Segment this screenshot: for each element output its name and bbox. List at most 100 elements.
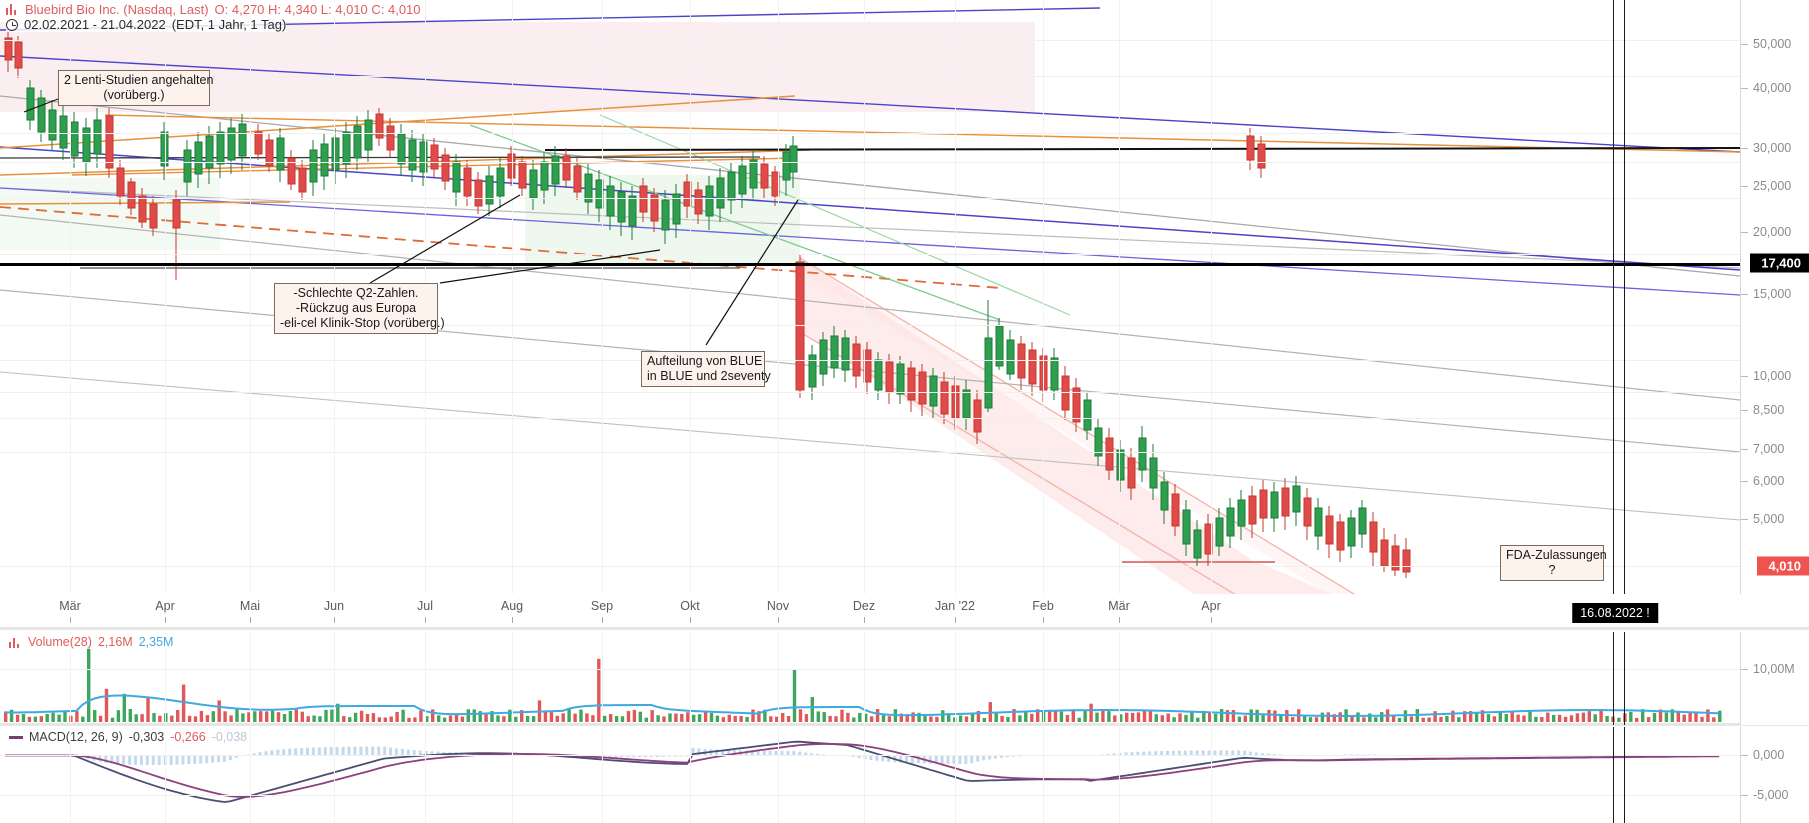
- candlestick-series-left: [4, 30, 1266, 280]
- vertical-gridline: [70, 632, 71, 725]
- annotation-line: (vorüberg.): [103, 88, 165, 102]
- trendline-blue-2: [0, 55, 1740, 153]
- vertical-gridline: [602, 0, 603, 594]
- gap-down-candle: [795, 255, 805, 398]
- gridline: [0, 254, 1740, 255]
- gridline: [0, 133, 1740, 134]
- axis-tick: 6,000: [1741, 474, 1809, 488]
- range-legend[interactable]: 02.02.2021 - 21.04.2022 (EDT, 1 Jahr, 1 …: [6, 17, 287, 32]
- time-axis[interactable]: Mär Apr Mai Jun Jul Aug Sep Okt Nov Dez …: [0, 597, 1740, 629]
- date-marker-badge[interactable]: 16.08.2022 !: [1572, 603, 1658, 623]
- macd-axis[interactable]: 0,000 -5,000: [1740, 727, 1809, 823]
- x-axis-tick: [165, 617, 166, 623]
- trendline-green-2: [599, 114, 1071, 316]
- last-close-tag[interactable]: 4,010: [1757, 556, 1809, 576]
- x-axis-label: Jul: [417, 599, 433, 613]
- volume-pane[interactable]: Volume(28) 2,16M 2,35M 10,00M: [0, 632, 1809, 725]
- vertical-gridline: [425, 632, 426, 725]
- clock-icon: [6, 18, 18, 31]
- volume-value: 2,16M: [97, 635, 133, 649]
- annotation-q2-zahlen[interactable]: -Schlechte Q2-Zahlen. -Rückzug aus Europ…: [274, 283, 445, 334]
- vertical-gridline: [1043, 632, 1044, 725]
- trendline-gray-1: [0, 95, 1740, 277]
- symbol-name[interactable]: Bluebird Bio Inc. (Nasdaq, Last): [25, 2, 209, 17]
- date-range: 02.02.2021 - 21.04.2022: [24, 17, 166, 32]
- vertical-gridline: [512, 0, 513, 594]
- annotation-lenti-studien[interactable]: 2 Lenti-Studien angehalten (vorüberg.): [58, 70, 213, 106]
- vertical-gridline: [334, 727, 335, 823]
- vertical-marker-line-2: [1624, 727, 1625, 823]
- ohlc-values: O: 4,270 H: 4,340 L: 4,010 C: 4,010: [214, 2, 421, 17]
- x-axis-label: Mär: [59, 599, 81, 613]
- annotation-line: Aufteilung von BLUE: [647, 354, 763, 368]
- gridline: [0, 162, 1740, 163]
- macd-indicator-name[interactable]: MACD(12, 26, 9): [29, 730, 123, 744]
- x-axis-label: Apr: [1201, 599, 1221, 613]
- vertical-gridline: [864, 632, 865, 725]
- axis-tick: -5,000: [1741, 788, 1809, 802]
- x-axis-label: Okt: [680, 599, 700, 613]
- price-axis[interactable]: 50,000 40,000 30,000 25,000 20,000 15,00…: [1740, 0, 1809, 594]
- candle-bars-icon: [6, 4, 19, 15]
- gridline: [0, 40, 1740, 41]
- annotation-line: ?: [1548, 563, 1556, 577]
- vertical-gridline: [1119, 632, 1120, 725]
- x-axis-tick: [955, 617, 956, 623]
- vertical-marker-line-1: [1613, 727, 1614, 823]
- annotation-fda-zulassungen[interactable]: FDA-Zulassungen ?: [1500, 545, 1607, 581]
- x-axis-label: Feb: [1032, 599, 1054, 613]
- macd-pane[interactable]: MACD(12, 26, 9) -0,303 -0,266 -0,038 0,0…: [0, 727, 1809, 823]
- resistance-line-30000: [544, 147, 1740, 151]
- support-line-mid: [0, 156, 761, 159]
- vertical-marker-line-1: [1613, 0, 1614, 594]
- vertical-gridline: [70, 0, 71, 594]
- volume-bars-icon: [9, 637, 22, 648]
- symbol-legend[interactable]: Bluebird Bio Inc. (Nasdaq, Last) O: 4,27…: [6, 2, 421, 17]
- x-axis-label: Jun: [323, 599, 345, 613]
- x-axis-tick: [690, 617, 691, 623]
- x-axis-tick: [602, 617, 603, 623]
- axis-tick: 5,000: [1741, 512, 1809, 526]
- axis-tick: 40,000: [1741, 81, 1809, 95]
- vertical-gridline: [334, 632, 335, 725]
- axis-tick: 10,00M: [1741, 662, 1809, 676]
- volume-indicator-name[interactable]: Volume(28): [28, 635, 92, 649]
- vertical-marker-line-2: [1624, 632, 1625, 725]
- vertical-gridline: [955, 727, 956, 823]
- vertical-gridline: [1211, 727, 1212, 823]
- price-plot-area[interactable]: 2 Lenti-Studien angehalten (vorüberg.) -…: [0, 0, 1740, 594]
- gridline: [0, 360, 1740, 361]
- price-pane[interactable]: 2 Lenti-Studien angehalten (vorüberg.) -…: [0, 0, 1809, 594]
- x-axis-tick: [864, 617, 865, 623]
- macd-plot-area[interactable]: MACD(12, 26, 9) -0,303 -0,266 -0,038: [0, 727, 1740, 823]
- annotation-line: in BLUE und 2seventy: [647, 369, 771, 383]
- volume-axis[interactable]: 10,00M: [1740, 632, 1809, 725]
- volume-plot-area[interactable]: Volume(28) 2,16M 2,35M: [0, 632, 1740, 725]
- x-axis-label: Nov: [766, 599, 790, 613]
- annotation-blue-split[interactable]: Aufteilung von BLUE in BLUE und 2seventy: [641, 351, 771, 387]
- price-level-line-17400[interactable]: [0, 263, 1740, 266]
- gridline: [0, 452, 1740, 453]
- vertical-gridline: [1043, 0, 1044, 594]
- axis-tick: 0,000: [1741, 748, 1809, 762]
- x-axis-label: Mai: [239, 599, 261, 613]
- x-axis-tick: [425, 617, 426, 623]
- vertical-gridline: [778, 0, 779, 594]
- trendline-orange-dashed: [0, 206, 1001, 289]
- price-level-tag[interactable]: 17,400: [1750, 253, 1809, 273]
- macd-legend[interactable]: MACD(12, 26, 9) -0,303 -0,266 -0,038: [6, 730, 251, 744]
- vertical-gridline: [512, 632, 513, 725]
- vertical-marker-line-2: [1624, 0, 1625, 594]
- trendline-blue-3: [0, 146, 1740, 271]
- trendline-blue-4: [0, 187, 1740, 296]
- annotation-line: -Rückzug aus Europa: [295, 301, 417, 315]
- pane-separator-macd[interactable]: [0, 723, 1809, 726]
- x-axis-label: Sep: [590, 599, 614, 613]
- pane-separator-volume[interactable]: [0, 627, 1809, 630]
- volume-bars: [4, 645, 1722, 722]
- gridline: [0, 198, 1740, 199]
- x-axis-tick: [1043, 617, 1044, 623]
- gridline: [0, 76, 1740, 77]
- descending-channel-fill: [800, 258, 1333, 594]
- volume-legend[interactable]: Volume(28) 2,16M 2,35M: [6, 635, 177, 649]
